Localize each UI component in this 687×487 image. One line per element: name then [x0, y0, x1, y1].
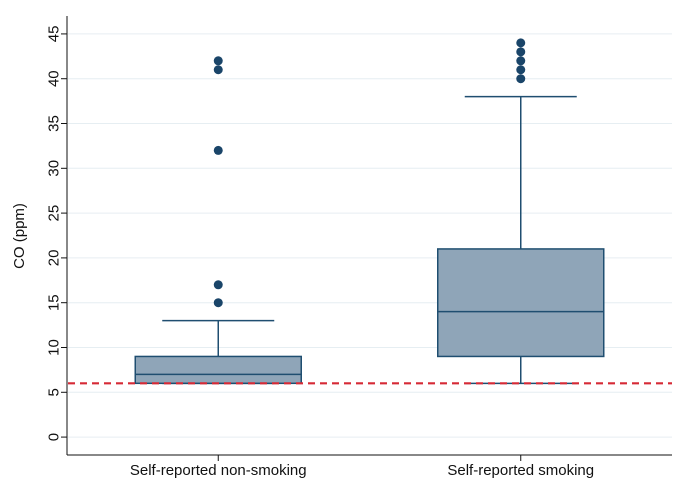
y-tick-label-0: 0	[46, 433, 63, 441]
y-tick-label-40: 40	[46, 70, 63, 87]
outlier-point-5	[213, 56, 223, 66]
y-ticks: 0 5 10 15 20 25 30 35 40 45	[46, 26, 67, 441]
y-tick-label-30: 30	[46, 160, 63, 177]
axes	[66, 16, 672, 456]
category-label-1: Self-reported non-smoking	[130, 462, 307, 479]
outlier-point-2	[213, 280, 223, 290]
grid-lines	[68, 33, 672, 438]
y-axis-title: CO (ppm)	[11, 203, 28, 269]
outlier-point-1	[213, 298, 223, 308]
iqr-box	[437, 248, 605, 358]
outlier-point-4	[516, 47, 526, 57]
y-tick-label-5: 5	[46, 388, 63, 396]
y-tick-label-10: 10	[46, 339, 63, 356]
boxes	[134, 38, 605, 385]
outlier-point-1	[516, 74, 526, 84]
box-group-2	[437, 38, 605, 385]
y-tick-label-35: 35	[46, 115, 63, 132]
category-labels: Self-reported non-smoking Self-reported s…	[130, 455, 594, 479]
y-tick-label-45: 45	[46, 26, 63, 43]
y-tick-label-15: 15	[46, 294, 63, 311]
outlier-point-2	[516, 65, 526, 75]
y-tick-label-20: 20	[46, 250, 63, 267]
box-group-1	[134, 56, 302, 385]
outlier-point-4	[213, 65, 223, 75]
iqr-box	[134, 355, 302, 385]
outlier-point-3	[516, 56, 526, 66]
outlier-point-5	[516, 38, 526, 48]
y-tick-label-25: 25	[46, 205, 63, 222]
category-label-2: Self-reported smoking	[447, 462, 594, 479]
outlier-point-3	[213, 145, 223, 155]
